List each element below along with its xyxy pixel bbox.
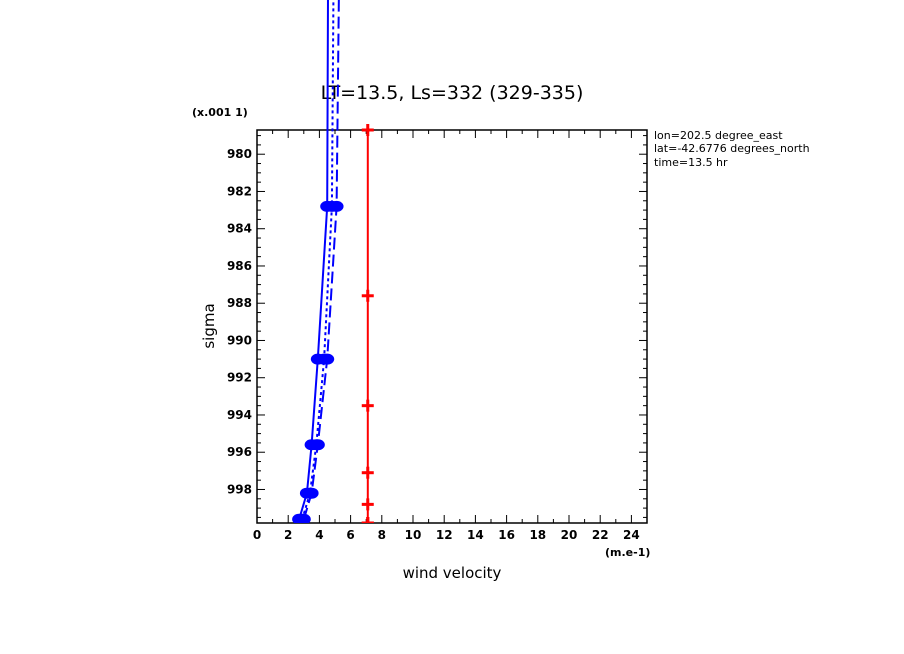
info-line-time: time=13.5 hr: [654, 156, 728, 169]
x-tick-label: 6: [346, 528, 354, 542]
x-tick-label: 24: [623, 528, 640, 542]
series-line: [301, 0, 335, 520]
data-point: [361, 289, 374, 302]
x-axis-title: wind velocity: [403, 564, 502, 582]
x-tick-label: 2: [284, 528, 292, 542]
plot-frame: [256, 129, 648, 524]
y-tick-label: 988: [227, 296, 252, 310]
info-line-lat: lat=-42.6776 degrees_north: [654, 142, 810, 155]
data-point: [361, 498, 374, 511]
x-tick-label: 8: [378, 528, 386, 542]
y-tick-label: 994: [227, 408, 252, 422]
x-tick-label: 12: [436, 528, 453, 542]
y-tick-label: 996: [227, 445, 252, 459]
y-axis-title: sigma: [200, 303, 218, 348]
data-point: [361, 466, 374, 479]
y-tick-label: 980: [227, 147, 252, 161]
y-tick-label: 990: [227, 333, 252, 347]
series-3: [296, 0, 344, 523]
y-tick-label: 998: [227, 482, 252, 496]
x-axis: 0 2 4 6 8 10 12 14 16 18 20 22 24: [253, 130, 648, 542]
y-tick-label: 982: [227, 184, 252, 198]
y-axis: 980 982 984 986 988 990 992 994 996 998: [227, 135, 647, 518]
x-tick-label: 22: [592, 528, 609, 542]
y-tick-label: 984: [227, 222, 252, 236]
x-tick-label: 10: [405, 528, 422, 542]
y-scale-label: (x.001 1): [192, 106, 248, 119]
x-tick-label: 20: [561, 528, 578, 542]
x-scale-label: (m.e-1): [605, 546, 650, 559]
info-box: lon=202.5 degree_east lat=-42.6776 degre…: [654, 129, 810, 169]
data-point: [296, 513, 311, 523]
data-point: [361, 124, 374, 136]
data-point: [304, 487, 319, 499]
data-point: [310, 439, 325, 451]
x-tick-label: 18: [529, 528, 546, 542]
data-point: [361, 517, 374, 523]
series-4: [361, 124, 374, 523]
data-point: [329, 200, 344, 212]
x-tick-label: 4: [315, 528, 323, 542]
y-tick-label: 986: [227, 259, 252, 273]
chart-title: LT=13.5, Ls=332 (329-335): [321, 82, 584, 104]
x-tick-label: 16: [498, 528, 515, 542]
data-point: [320, 353, 335, 365]
info-line-lon: lon=202.5 degree_east: [654, 129, 783, 142]
x-tick-label: 14: [467, 528, 484, 542]
data-point: [361, 399, 374, 412]
x-tick-label: 0: [253, 528, 261, 542]
y-tick-label: 992: [227, 371, 252, 385]
series-layer: [292, 0, 374, 523]
